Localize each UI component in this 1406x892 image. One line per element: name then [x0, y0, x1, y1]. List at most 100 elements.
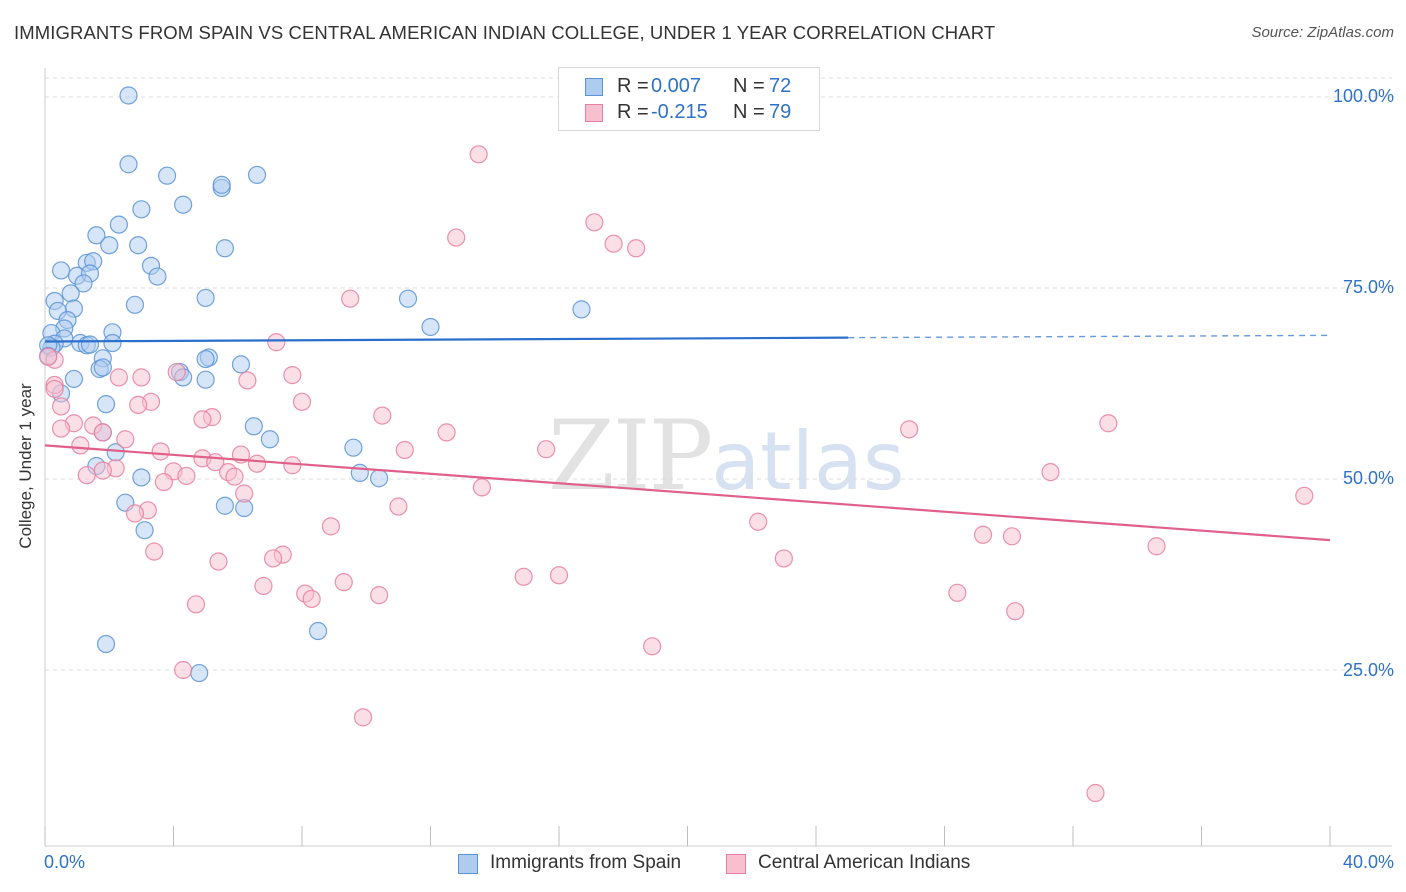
legend-r-label: R =	[617, 101, 649, 123]
central-american-point	[437, 423, 456, 442]
spain-point	[231, 355, 251, 374]
central-american-point	[235, 484, 254, 503]
spain-point	[51, 261, 71, 280]
bottom-legend-label: Immigrants from Spain	[490, 852, 682, 873]
central-american-point	[186, 595, 206, 614]
spain-point	[247, 165, 267, 185]
spain-point	[132, 200, 151, 219]
spain-point	[80, 335, 100, 354]
legend-r-value: -0.215	[651, 101, 708, 123]
central-american-point	[900, 420, 919, 439]
spain-point	[61, 284, 80, 303]
central-american-point	[1006, 602, 1025, 621]
spain-point	[421, 317, 440, 337]
central-american-point	[125, 504, 145, 523]
spain-point	[174, 195, 193, 214]
central-american-point	[626, 239, 646, 258]
spain-point	[215, 239, 234, 258]
y-tick-label-75: 75.0%	[1342, 277, 1394, 297]
central-american-point	[129, 395, 148, 414]
spain-point	[125, 295, 145, 314]
central-american-point	[174, 660, 193, 680]
central-american-point	[447, 228, 466, 247]
spain-point	[103, 333, 122, 353]
y-tick-label-100: 100.0%	[1332, 86, 1394, 106]
central-american-point	[469, 145, 488, 164]
central-american-point	[1295, 486, 1314, 505]
central-american-point	[389, 497, 408, 516]
central-american-point	[93, 423, 112, 442]
bottom-legend-swatch-pink	[726, 854, 746, 874]
central-american-point	[373, 406, 392, 425]
central-american-point	[247, 454, 267, 473]
spain-point	[64, 369, 84, 389]
central-american-point	[77, 466, 96, 485]
spain-point	[196, 349, 215, 369]
central-american-point	[341, 289, 360, 308]
central-american-point	[167, 362, 186, 382]
spain-trend-line	[44, 336, 849, 343]
legend-n-value: 79	[769, 101, 792, 123]
spain-point	[215, 496, 234, 515]
x-tick-label-min: 0.0%	[44, 852, 86, 872]
spain-point	[74, 274, 93, 293]
central-american-point	[39, 347, 58, 366]
central-american-point	[292, 392, 312, 411]
central-american-point	[109, 368, 128, 387]
legend-r-label: R =	[617, 75, 649, 97]
x-tick-label-max: 40.0%	[1342, 852, 1394, 872]
bottom-legend-label: Central American Indians	[758, 852, 971, 873]
central-american-point	[132, 368, 151, 387]
central-american-point	[334, 573, 353, 592]
central-american-point	[1086, 783, 1105, 803]
central-american-point	[1147, 537, 1166, 556]
watermark-atlas: atlas	[711, 415, 905, 508]
spain-point	[148, 267, 167, 286]
central-american-point	[948, 583, 967, 602]
chart-title: IMMIGRANTS FROM SPAIN VS CENTRAL AMERICA…	[14, 22, 996, 43]
central-american-point	[93, 461, 112, 480]
y-tick-label-50: 50.0%	[1342, 468, 1394, 488]
legend-swatch-pink	[585, 104, 603, 122]
central-american-point	[585, 213, 604, 232]
central-american-point	[749, 512, 768, 531]
spain-point	[135, 521, 154, 540]
spain-point	[93, 358, 112, 377]
central-american-point	[537, 440, 556, 459]
y-tick-label-25: 25.0%	[1342, 660, 1394, 680]
central-american-point	[973, 525, 993, 544]
central-american-point	[267, 333, 286, 352]
spain-point	[96, 634, 116, 654]
spain-trend-line-extension	[848, 334, 1331, 339]
central-american-point	[549, 566, 569, 585]
spain-point	[196, 288, 215, 308]
spain-point	[196, 370, 215, 389]
spain-point	[119, 155, 138, 174]
spain-point	[212, 175, 231, 194]
spain-point	[109, 215, 128, 234]
spain-point	[96, 395, 116, 414]
central-american-point	[302, 589, 321, 609]
central-american-point	[71, 436, 90, 455]
spain-point	[398, 289, 418, 308]
central-american-point	[45, 379, 64, 398]
central-american-point	[321, 517, 341, 536]
central-american-point	[225, 467, 244, 486]
central-american-point	[116, 430, 135, 449]
central-american-point	[1099, 414, 1118, 433]
central-american-point	[283, 456, 302, 475]
central-american-point	[177, 466, 196, 486]
spain-point	[344, 438, 363, 457]
central-american-point	[238, 371, 257, 390]
central-american-point	[145, 542, 164, 561]
central-american-point	[1041, 463, 1060, 482]
central-american-point	[395, 440, 414, 460]
legend-n-value: 72	[769, 75, 792, 97]
legend-r-value: 0.007	[651, 75, 702, 97]
spain-point	[157, 166, 177, 185]
central-american-point	[604, 234, 623, 253]
central-american-point	[209, 552, 228, 571]
central-american-point	[353, 708, 373, 727]
central-american-point	[154, 472, 173, 492]
spain-point	[572, 300, 591, 319]
